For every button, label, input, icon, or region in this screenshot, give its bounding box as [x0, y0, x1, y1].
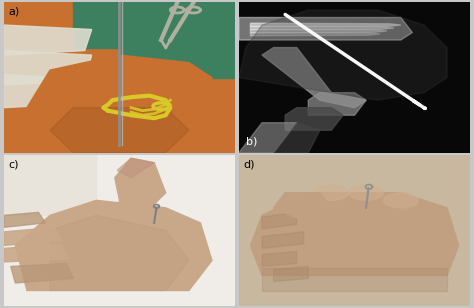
Bar: [96, 2, 235, 153]
Polygon shape: [262, 251, 297, 266]
Polygon shape: [250, 32, 380, 36]
Text: a): a): [9, 7, 19, 17]
Polygon shape: [250, 23, 401, 27]
Polygon shape: [4, 51, 91, 85]
Polygon shape: [262, 212, 297, 229]
Polygon shape: [250, 193, 459, 275]
Polygon shape: [117, 158, 154, 178]
Polygon shape: [262, 47, 366, 108]
Polygon shape: [11, 263, 73, 283]
Polygon shape: [239, 10, 447, 100]
Polygon shape: [239, 18, 412, 40]
Polygon shape: [250, 29, 387, 33]
Ellipse shape: [383, 193, 418, 208]
Polygon shape: [4, 212, 46, 227]
Polygon shape: [50, 215, 189, 290]
Polygon shape: [250, 26, 394, 30]
Bar: [4, 155, 96, 215]
Polygon shape: [273, 266, 308, 282]
Text: c): c): [9, 160, 19, 170]
Polygon shape: [239, 123, 297, 153]
Polygon shape: [273, 193, 331, 223]
Polygon shape: [285, 108, 343, 130]
Polygon shape: [4, 227, 62, 245]
Polygon shape: [308, 93, 366, 115]
Polygon shape: [115, 158, 166, 215]
Bar: [4, 2, 96, 153]
Polygon shape: [73, 2, 235, 47]
Polygon shape: [27, 55, 212, 153]
Polygon shape: [273, 123, 320, 153]
Ellipse shape: [314, 185, 349, 200]
Polygon shape: [4, 25, 91, 55]
Text: b): b): [246, 137, 257, 147]
Ellipse shape: [279, 193, 314, 208]
Polygon shape: [4, 75, 91, 108]
Polygon shape: [262, 268, 447, 290]
Polygon shape: [15, 200, 212, 290]
Polygon shape: [50, 108, 189, 153]
Text: d): d): [244, 160, 255, 170]
Ellipse shape: [349, 185, 383, 200]
Polygon shape: [4, 244, 69, 262]
Polygon shape: [119, 2, 235, 78]
Polygon shape: [262, 232, 304, 249]
